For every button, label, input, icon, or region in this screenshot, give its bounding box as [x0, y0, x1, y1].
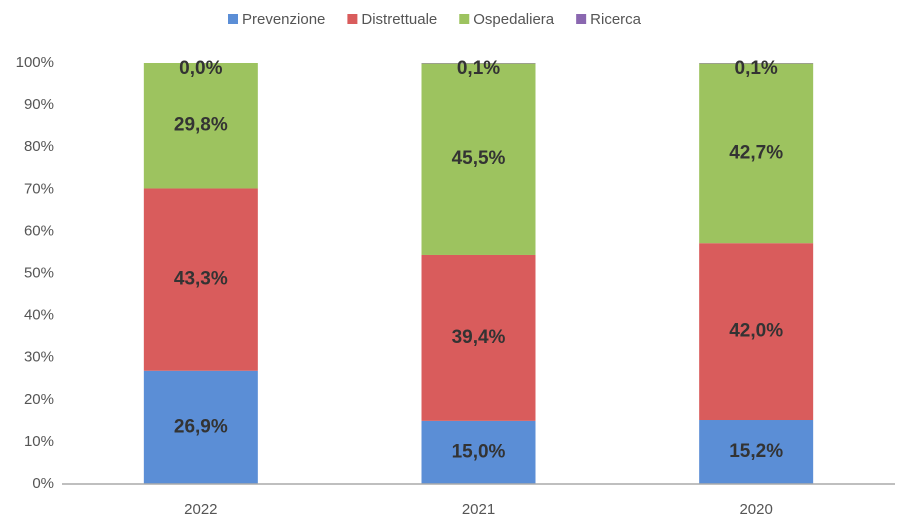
- value-label: 26,9%: [174, 416, 228, 437]
- y-tick-label: 90%: [24, 96, 54, 113]
- value-label: 42,0%: [729, 321, 783, 342]
- value-label: 39,4%: [452, 327, 506, 348]
- bar-segment: [421, 420, 536, 484]
- bar-segment: [143, 63, 258, 189]
- y-tick-label: 70%: [24, 180, 54, 197]
- legend-swatch: [459, 14, 470, 24]
- legend-swatch: [576, 14, 587, 24]
- y-tick-label: 50%: [24, 264, 54, 281]
- value-label: 0,0%: [179, 58, 222, 79]
- y-tick-label: 80%: [24, 138, 54, 155]
- x-tick-label: 2021: [462, 501, 495, 517]
- bar-segment: [699, 63, 814, 244]
- bar-segment: [699, 243, 814, 421]
- legend-label: Ricerca: [590, 11, 642, 28]
- value-label: 45,5%: [452, 148, 506, 169]
- y-tick-label: 100%: [16, 54, 54, 71]
- value-label: 42,7%: [729, 142, 783, 163]
- legend-label: Ospedaliera: [473, 11, 555, 28]
- y-tick-label: 60%: [24, 222, 54, 239]
- legend-label: Prevenzione: [242, 11, 325, 28]
- legend-swatch: [347, 14, 358, 24]
- value-label: 29,8%: [174, 115, 228, 136]
- legend-label: Distrettuale: [361, 11, 437, 28]
- y-tick-label: 20%: [24, 391, 54, 408]
- x-tick-label: 2022: [184, 501, 217, 517]
- value-label: 0,1%: [457, 58, 500, 79]
- value-label: 15,2%: [729, 441, 783, 462]
- legend-swatch: [228, 14, 238, 24]
- y-tick-label: 0%: [32, 475, 54, 492]
- y-tick-label: 10%: [24, 433, 54, 450]
- bar-segment: [421, 63, 536, 255]
- bar-segment: [699, 420, 814, 484]
- x-tick-label: 2020: [739, 501, 772, 517]
- value-label: 43,3%: [174, 269, 228, 290]
- bar-segment: [143, 370, 258, 484]
- y-tick-label: 40%: [24, 307, 54, 324]
- value-label: 0,1%: [735, 58, 778, 79]
- value-label: 15,0%: [452, 441, 506, 462]
- bar-segment: [421, 254, 536, 421]
- y-tick-label: 30%: [24, 349, 54, 366]
- bar-segment: [143, 188, 258, 371]
